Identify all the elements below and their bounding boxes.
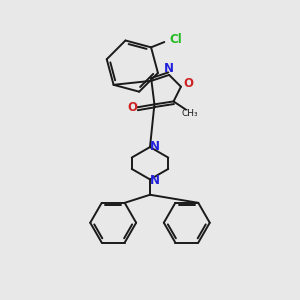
Text: O: O (127, 101, 137, 114)
Text: N: N (150, 173, 160, 187)
Text: N: N (164, 62, 174, 75)
Text: Cl: Cl (169, 33, 182, 46)
Text: CH₃: CH₃ (182, 109, 198, 118)
Text: O: O (184, 77, 194, 90)
Text: N: N (150, 140, 160, 153)
